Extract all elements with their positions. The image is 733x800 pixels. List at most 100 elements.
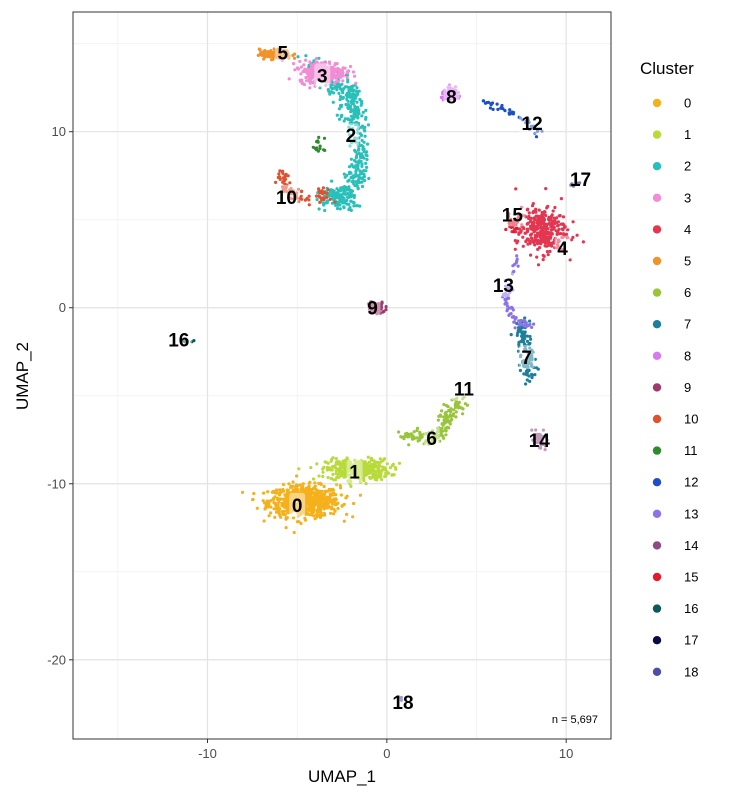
cluster-7-point bbox=[523, 316, 527, 320]
cluster-2-point bbox=[363, 134, 367, 138]
cluster-7-point bbox=[518, 368, 523, 373]
cluster-1-point bbox=[367, 460, 371, 464]
cluster-14-point bbox=[539, 443, 543, 447]
legend-swatch-11 bbox=[652, 446, 662, 455]
cluster-14-point bbox=[537, 432, 541, 436]
cluster-7-point bbox=[525, 371, 529, 375]
cluster-1-point bbox=[334, 469, 338, 473]
cluster-0-point bbox=[299, 505, 303, 509]
cluster-4-point bbox=[558, 214, 562, 218]
cluster-0-point bbox=[255, 506, 259, 510]
cluster-0-point bbox=[319, 508, 323, 512]
cluster-1-point bbox=[370, 466, 374, 470]
cluster-10-point bbox=[287, 195, 291, 199]
cluster-3-point bbox=[353, 74, 357, 78]
cluster-2-point bbox=[360, 114, 364, 118]
cluster-10-point bbox=[321, 186, 325, 190]
cluster-1-point bbox=[317, 474, 321, 478]
cluster-3-point bbox=[287, 77, 291, 81]
legend-swatch-13 bbox=[652, 509, 662, 518]
cluster-8-point bbox=[441, 90, 445, 94]
cluster-4-point bbox=[532, 217, 537, 222]
cluster-10-point bbox=[294, 193, 298, 198]
cluster-2-point bbox=[341, 88, 345, 92]
cluster-0-point bbox=[263, 507, 267, 511]
cluster-13-point bbox=[513, 316, 517, 320]
cluster-0-point bbox=[288, 505, 292, 510]
legend-swatch-7 bbox=[652, 320, 662, 329]
cluster-2-point bbox=[348, 95, 352, 99]
legend-swatch-4 bbox=[652, 225, 662, 234]
cluster-6-point bbox=[426, 437, 430, 441]
cluster-1-point bbox=[355, 474, 359, 478]
cluster-5-point bbox=[260, 53, 264, 58]
cluster-2-point bbox=[341, 198, 345, 202]
x-tick-label: 10 bbox=[559, 746, 573, 761]
cluster-2-point bbox=[338, 195, 342, 199]
cluster-6-point bbox=[443, 428, 447, 433]
cluster-1-point bbox=[344, 459, 348, 463]
cluster-7-point bbox=[529, 364, 534, 368]
cluster-0-point bbox=[303, 497, 307, 501]
cluster-15-point bbox=[514, 223, 518, 227]
cluster-11-point bbox=[318, 147, 322, 151]
cluster-4-point bbox=[557, 227, 561, 231]
cluster-15-point bbox=[507, 212, 511, 216]
cluster-3-point bbox=[305, 79, 309, 83]
cluster-13-point bbox=[524, 321, 528, 325]
cluster-5-point bbox=[292, 56, 297, 60]
cluster-14-point bbox=[543, 448, 547, 452]
cluster-0-point bbox=[285, 516, 289, 520]
cluster-7-point bbox=[531, 350, 535, 354]
cluster-0-point bbox=[265, 499, 269, 503]
cluster-4-point bbox=[554, 229, 558, 233]
cluster-9-point bbox=[375, 312, 379, 316]
cluster-3-label-box bbox=[314, 63, 331, 88]
cluster-1-point bbox=[338, 468, 342, 472]
cluster-3-point bbox=[303, 67, 307, 71]
cluster-0-point bbox=[331, 512, 336, 516]
cluster-15-point bbox=[516, 216, 520, 220]
cluster-7-point bbox=[509, 333, 513, 337]
cluster-3-point bbox=[339, 75, 343, 79]
cluster-4-point bbox=[561, 215, 566, 219]
cluster-3-point bbox=[319, 78, 323, 82]
cluster-10-point bbox=[333, 200, 337, 204]
cluster-3-point bbox=[309, 63, 313, 67]
cluster-5-point bbox=[282, 48, 286, 52]
x-axis-ticks: -10 0 10 bbox=[198, 739, 573, 761]
cluster-10-point bbox=[307, 203, 311, 207]
cluster-7-point bbox=[534, 366, 539, 370]
cluster-4-point bbox=[561, 235, 565, 239]
cluster-6-point bbox=[454, 410, 458, 414]
cluster-0-point bbox=[330, 502, 334, 506]
y-tick-label: -20 bbox=[47, 652, 66, 667]
cluster-3-point bbox=[299, 65, 303, 69]
cluster-3-point bbox=[318, 63, 322, 67]
cluster-12-point bbox=[527, 127, 532, 131]
cluster-3-point bbox=[302, 63, 306, 67]
cluster-7-point bbox=[520, 334, 524, 338]
cluster-0-point bbox=[313, 517, 317, 521]
cluster-0-point bbox=[319, 489, 323, 494]
cluster-2-point bbox=[345, 198, 349, 202]
cluster-6-point bbox=[447, 420, 451, 424]
cluster-4-point bbox=[547, 243, 551, 247]
cluster-10-point bbox=[307, 194, 311, 198]
legend-swatch-17 bbox=[652, 636, 662, 645]
cluster-4-point bbox=[566, 236, 570, 240]
cluster-4-point bbox=[541, 253, 545, 257]
cluster-4-point bbox=[544, 213, 548, 218]
cluster-4-point bbox=[531, 224, 535, 228]
cluster-4-point bbox=[540, 225, 544, 229]
cluster-10-point bbox=[318, 200, 322, 204]
cluster-3-point bbox=[337, 79, 341, 83]
cluster-2-point bbox=[351, 140, 355, 144]
cluster-4-point bbox=[520, 223, 524, 227]
cluster-6-point bbox=[457, 406, 461, 410]
cluster-12-point bbox=[495, 102, 499, 106]
cluster-5-point bbox=[256, 53, 260, 58]
cluster-0-label: 0 bbox=[292, 496, 303, 517]
cluster-0-point bbox=[315, 513, 319, 518]
cluster-15-point bbox=[507, 221, 511, 225]
